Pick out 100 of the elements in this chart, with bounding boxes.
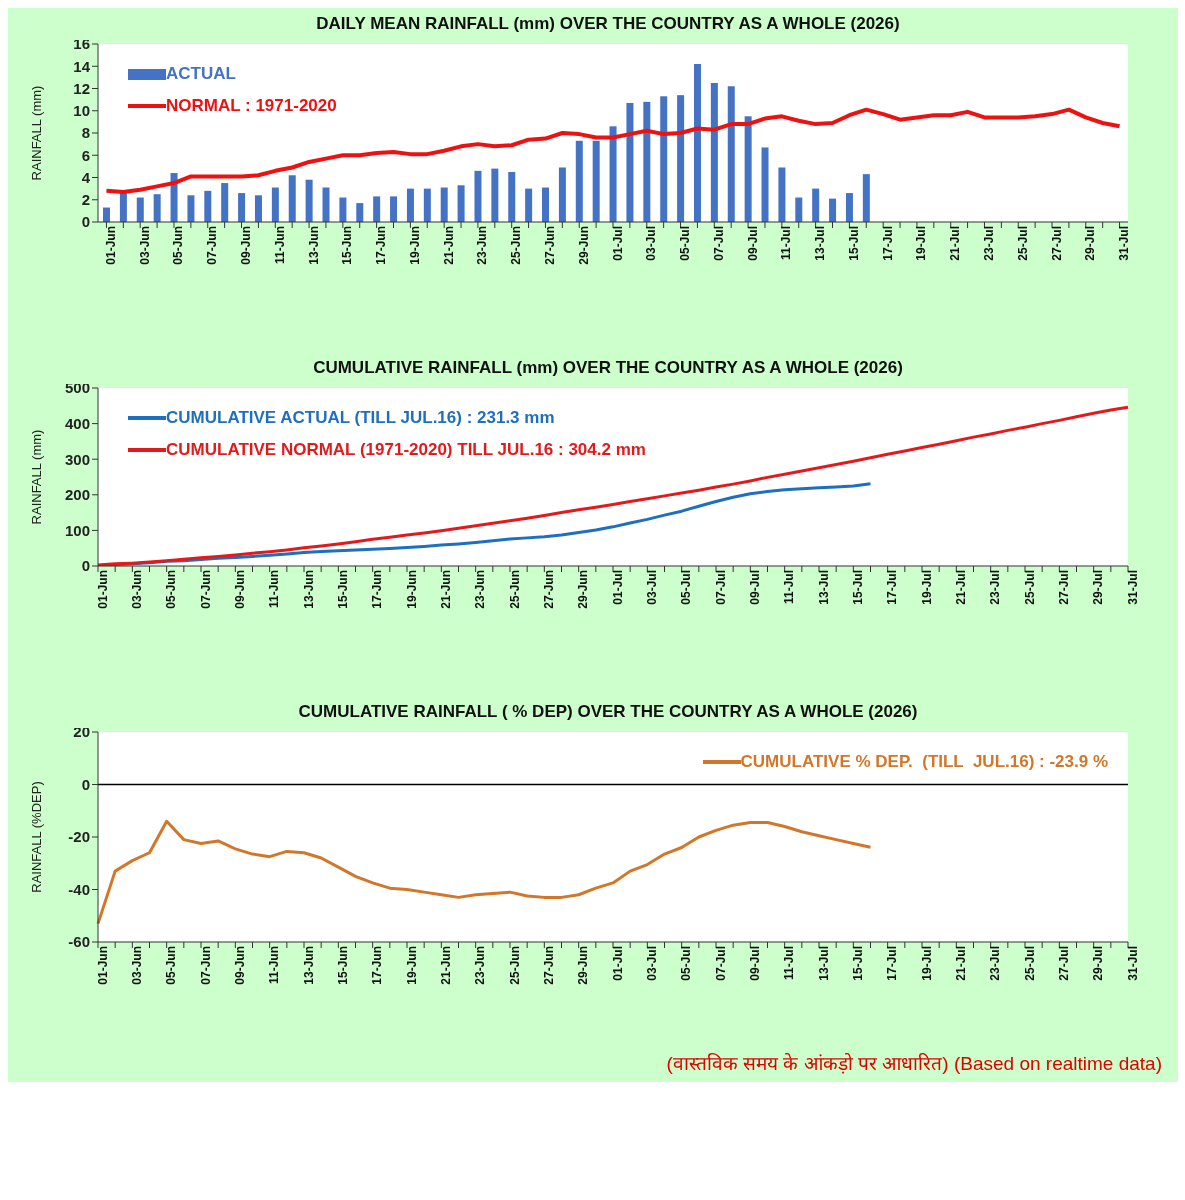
x-tick-label: 05-Jun — [164, 570, 179, 609]
y-tick-label: 400 — [64, 414, 90, 432]
x-tick-label: 05-Jul — [679, 570, 694, 605]
x-tick-label: 03-Jun — [137, 226, 152, 265]
bar — [710, 82, 718, 222]
bar — [136, 197, 144, 222]
x-tick-label: 25-Jul — [1022, 570, 1037, 605]
x-tick-label: 05-Jun — [164, 946, 179, 985]
y-tick-label: 12 — [73, 79, 90, 97]
bar — [693, 64, 701, 222]
x-tick-label: 07-Jul — [713, 570, 728, 605]
bar — [829, 198, 837, 222]
bar — [238, 193, 246, 222]
x-tick-label: 13-Jul — [816, 946, 831, 981]
x-tick-label: 01-Jul — [610, 570, 625, 605]
x-tick-label: 01-Jun — [95, 570, 110, 609]
legend-label: CUMULATIVE ACTUAL (TILL JUL.16) : 231.3 mm — [166, 408, 555, 428]
y-tick-label: 6 — [81, 146, 90, 164]
x-tick-label: 29-Jun — [576, 226, 591, 265]
x-tick-label: 19-Jun — [404, 946, 419, 985]
legend-label: CUMULATIVE % DEP. (TILL JUL.16) : -23.9 % — [740, 752, 1108, 772]
bar — [862, 174, 870, 222]
bar — [474, 170, 482, 222]
legend-label: NORMAL : 1971-2020 — [166, 96, 337, 116]
x-tick-label: 27-Jul — [1056, 946, 1071, 981]
x-tick-label: 27-Jul — [1049, 226, 1064, 261]
y-tick-label: 0 — [81, 775, 90, 793]
line-series — [96, 819, 872, 926]
bar — [626, 102, 634, 222]
x-tick-label: 17-Jul — [880, 226, 895, 261]
bar — [845, 193, 853, 222]
bar — [204, 190, 212, 222]
x-tick-label: 11-Jun — [267, 570, 282, 609]
x-tick-label: 11-Jul — [782, 946, 797, 981]
x-tick-label: 15-Jun — [335, 946, 350, 985]
x-tick-label: 05-Jun — [171, 226, 186, 265]
y-tick-label: 2 — [81, 191, 90, 209]
bar — [812, 188, 820, 222]
bar — [575, 140, 583, 222]
bar — [761, 147, 769, 222]
x-tick-label: 23-Jun — [475, 226, 490, 265]
x-tick-label: 17-Jun — [374, 226, 389, 265]
x-tick-label: 13-Jun — [306, 226, 321, 265]
bar — [778, 167, 786, 222]
x-tick-label: 03-Jul — [644, 226, 659, 261]
x-tick-label: 11-Jul — [779, 226, 794, 261]
x-tick-label: 07-Jul — [711, 226, 726, 261]
x-tick-label: 19-Jul — [919, 570, 934, 605]
x-tick-label: 23-Jul — [988, 946, 1003, 981]
x-tick-label: 03-Jul — [644, 570, 659, 605]
x-tick-label: 27-Jul — [1056, 570, 1071, 605]
y-tick-label: 4 — [81, 168, 91, 186]
y-axis-title: RAINFALL (%DEP) — [28, 781, 44, 893]
x-tick-label: 29-Jul — [1091, 946, 1106, 981]
bar — [795, 197, 803, 222]
bar — [525, 188, 533, 222]
x-tick-label: 19-Jun — [407, 226, 422, 265]
x-tick-label: 21-Jul — [953, 570, 968, 605]
bar — [221, 183, 229, 222]
x-tick-label: 07-Jun — [198, 946, 213, 985]
x-tick-label: 19-Jul — [914, 226, 929, 261]
x-tick-label: 13-Jul — [813, 226, 828, 261]
x-tick-label: 11-Jun — [267, 946, 282, 985]
legend-label: ACTUAL — [166, 64, 236, 84]
bar — [542, 187, 550, 222]
x-tick-label: 29-Jul — [1083, 226, 1098, 261]
x-tick-label: 27-Jun — [541, 946, 556, 985]
x-tick-label: 09-Jul — [745, 226, 760, 261]
bar — [254, 195, 262, 222]
x-tick-label: 23-Jun — [473, 946, 488, 985]
x-tick-label: 13-Jul — [816, 570, 831, 605]
x-tick-label: 01-Jun — [103, 226, 118, 265]
x-tick-label: 27-Jun — [542, 226, 557, 265]
y-tick-label: -20 — [68, 828, 90, 846]
y-tick-label: 100 — [64, 521, 90, 539]
x-tick-label: 21-Jun — [438, 946, 453, 985]
bar — [406, 188, 414, 222]
y-tick-label: 300 — [64, 450, 90, 468]
x-tick-label: 11-Jun — [272, 226, 287, 265]
x-tick-label: 01-Jul — [610, 226, 625, 261]
bar — [457, 185, 465, 222]
y-tick-label: -40 — [68, 880, 90, 898]
bar — [271, 187, 279, 222]
x-tick-label: 03-Jul — [644, 946, 659, 981]
x-tick-label: 25-Jun — [507, 946, 522, 985]
bar — [339, 197, 347, 222]
bar — [103, 207, 110, 222]
x-tick-label: 01-Jun — [95, 946, 110, 985]
x-tick-label: 03-Jun — [129, 946, 144, 985]
bar — [288, 175, 296, 222]
x-tick-label: 29-Jul — [1091, 570, 1106, 605]
bar — [153, 194, 161, 222]
bar — [592, 140, 600, 222]
y-tick-label: 14 — [73, 57, 91, 75]
x-tick-label: 27-Jun — [541, 570, 556, 609]
x-tick-label: 13-Jun — [301, 570, 316, 609]
bar — [187, 195, 195, 222]
bar — [423, 188, 431, 222]
bar — [744, 116, 752, 222]
bar — [305, 179, 313, 222]
